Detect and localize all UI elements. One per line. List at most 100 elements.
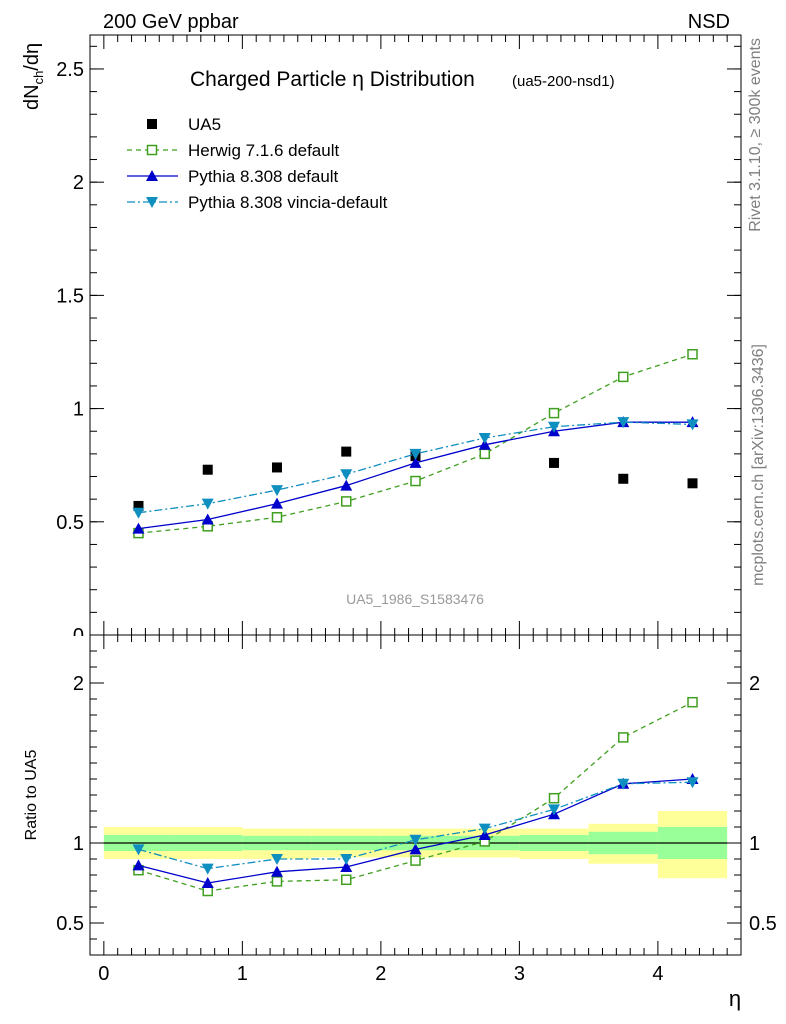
data-point — [687, 348, 698, 360]
data-point — [271, 512, 283, 523]
legend-label: Pythia 8.308 default — [188, 167, 339, 186]
legend-marker — [146, 197, 158, 208]
y-tick-label: 2.5 — [56, 59, 84, 81]
data-point — [132, 522, 145, 534]
legend-item-herwig-7-1-6-default: Herwig 7.1.6 default — [127, 141, 339, 160]
data-point — [548, 407, 560, 419]
legend-item-pythia-8-308-default: Pythia 8.308 default — [127, 167, 339, 186]
data-point — [340, 469, 353, 481]
main-y-axis: 0.511.522.50 — [40, 35, 741, 648]
ratio-plot-area — [103, 696, 728, 897]
data-point — [479, 448, 491, 460]
x-tick-label: 1 — [237, 963, 248, 985]
legend-item-pythia-8-308-vincia-default: Pythia 8.308 vincia-default — [127, 193, 388, 212]
data-point — [133, 500, 144, 511]
x-tick-label: 4 — [652, 963, 663, 985]
ylabel-rest: /dη — [21, 43, 43, 71]
data-point — [340, 496, 352, 507]
ylabel-sub: ch — [31, 71, 46, 85]
data-point — [618, 732, 629, 743]
ratio-series-herwig-7-1-6-default — [133, 696, 698, 897]
data-point — [617, 778, 630, 790]
data-point — [270, 497, 283, 509]
data-point — [410, 855, 421, 866]
data-point — [132, 859, 145, 871]
data-point — [202, 464, 213, 475]
label-mask — [40, 636, 100, 648]
data-point — [270, 854, 283, 865]
y-tick-label: 1 — [73, 833, 84, 855]
data-point — [409, 456, 422, 468]
data-point — [478, 433, 491, 445]
ratio-y-axis: 0.5 0.5 1 1 2 2 — [56, 650, 777, 940]
series-line — [138, 353, 693, 534]
data-point — [478, 823, 491, 835]
legend-marker — [146, 170, 158, 181]
chart-title-tag: (ua5-200-nsd1) — [512, 73, 615, 90]
legend-label: UA5 — [188, 115, 221, 134]
series-line — [138, 421, 693, 530]
y-tick-label: 1 — [73, 399, 84, 421]
y-tick-label: 2 — [73, 172, 84, 194]
x-axis-label: η — [729, 986, 741, 1011]
data-point — [478, 438, 491, 450]
rivet-version-label: Rivet 3.1.10, ≥ 300k events — [747, 38, 764, 232]
chart-title: Charged Particle η Distribution — [190, 68, 475, 91]
data-point — [549, 457, 560, 468]
header-right: NSD — [688, 11, 730, 33]
y-tick-label: 2 — [73, 673, 84, 695]
legend-item-ua5: UA5 — [147, 115, 221, 134]
data-point — [409, 843, 422, 855]
data-point — [686, 777, 699, 789]
main-y-axis-label: dNch/dη — [21, 43, 46, 110]
ratio-y-axis-label: Ratio to UA5 — [23, 750, 40, 841]
data-point — [687, 696, 698, 708]
data-point — [340, 861, 353, 872]
data-point — [201, 863, 214, 875]
data-point — [341, 446, 352, 457]
ratio-frame — [89, 634, 742, 956]
data-point — [548, 792, 560, 804]
data-point — [340, 874, 352, 886]
y-tick-label: 1.5 — [56, 285, 84, 307]
data-point — [340, 479, 353, 491]
legend-label: Herwig 7.1.6 default — [188, 141, 339, 160]
data-point — [410, 475, 421, 487]
main-plot-area — [132, 348, 699, 539]
data-point — [201, 498, 214, 510]
y-tick-label-right: 2 — [749, 673, 760, 695]
series-herwig-7-1-6-default — [133, 348, 698, 539]
x-tick-label: 0 — [98, 963, 109, 985]
data-point — [618, 473, 629, 484]
data-point — [271, 462, 282, 473]
y-tick-label-right: 0.5 — [749, 913, 777, 935]
analysis-watermark: UA5_1986_S1583476 — [346, 591, 484, 607]
data-point — [271, 876, 283, 887]
data-point — [548, 421, 561, 433]
legend: UA5 Herwig 7.1.6 default Pythia 8.308 defa… — [127, 115, 388, 212]
ratio-series-pythia-8-308-vincia-default — [132, 777, 699, 875]
x-axis: 0 1 2 3 4 — [98, 635, 728, 985]
data-point — [409, 834, 422, 846]
series-pythia-8-308-vincia-default — [132, 417, 699, 519]
series-pythia-8-308-default — [132, 416, 699, 534]
header-left: 200 GeV ppbar — [103, 11, 239, 33]
data-point — [132, 844, 145, 856]
y-tick-label: 0.5 — [56, 913, 84, 935]
y-tick-label-right: 1 — [749, 833, 760, 855]
ratio-panel: 0.5 0.5 1 1 2 2 0 1 2 3 4 Ratio to UA5 η — [23, 634, 777, 1011]
y-tick-label: 0.5 — [56, 512, 84, 534]
data-point — [132, 507, 145, 519]
legend-label: Pythia 8.308 vincia-default — [188, 193, 388, 212]
data-point — [618, 371, 629, 383]
data-point — [270, 485, 283, 497]
x-tick-label: 2 — [375, 963, 386, 985]
ylabel-main: dN — [21, 84, 43, 110]
legend-marker — [146, 144, 158, 156]
data-point — [201, 513, 214, 525]
data-point — [687, 478, 698, 489]
data-point — [340, 854, 353, 865]
data-point — [686, 419, 699, 431]
svg-text:dNch/dη: dNch/dη — [21, 43, 46, 110]
